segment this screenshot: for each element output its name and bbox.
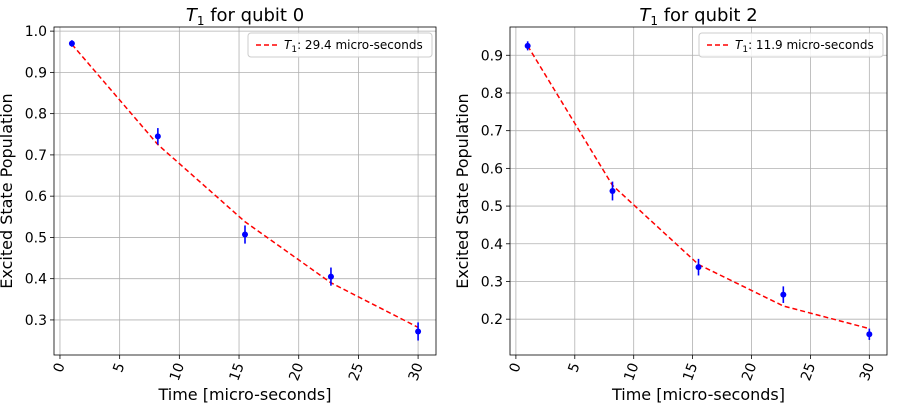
data-point — [154, 133, 161, 140]
chart-legend: T1: 29.4 micro-seconds — [247, 32, 433, 58]
legend-fit-label: T1: 11.9 micro-seconds — [735, 38, 874, 55]
title-symbol: T — [639, 5, 652, 26]
x-tick-label: 10 — [167, 361, 188, 383]
y-tick-label: 0.8 — [25, 107, 47, 123]
y-axis-label: Excited State Population — [0, 93, 16, 288]
chart-panel-qubit-0: 0 5 10 15 20 25 300.30.40.50.60.70.80.91.0 T1 … — [0, 5, 437, 404]
grid-lines — [54, 27, 436, 355]
y-tick-label: 0.6 — [481, 161, 503, 177]
y-tick-label: 0.3 — [25, 313, 47, 329]
data-point — [327, 273, 334, 280]
y-tick-label: 0.7 — [481, 124, 503, 140]
legend-box — [698, 32, 884, 58]
y-tick-label: 1.0 — [25, 24, 47, 40]
legend-symbol: T — [735, 38, 744, 52]
data-point — [415, 328, 422, 335]
title-rest: for qubit 0 — [204, 5, 304, 26]
x-tick-label: 30 — [857, 361, 878, 383]
chart-title: T1 for qubit 0 — [186, 5, 304, 28]
x-tick-label: 20 — [286, 361, 307, 383]
y-tick-label: 0.8 — [481, 86, 503, 102]
plot-frame — [509, 26, 888, 356]
data-point — [242, 231, 248, 238]
plot-frame — [53, 26, 437, 356]
y-tick-label: 0.9 — [481, 48, 503, 64]
legend-rest: : 29.4 micro-seconds — [297, 38, 423, 52]
chart-marks — [68, 40, 422, 341]
x-tick-label: 20 — [739, 361, 760, 383]
title-symbol: T — [186, 5, 199, 26]
data-point — [866, 331, 873, 338]
legend-rest: : 11.9 micro-seconds — [748, 38, 874, 52]
y-tick-label: 0.4 — [481, 237, 503, 253]
chart-marks — [524, 41, 873, 340]
legend-subscript: 1 — [291, 45, 297, 55]
data-point — [780, 291, 787, 298]
x-tick-label: 30 — [406, 361, 427, 383]
title-subscript: 1 — [197, 14, 205, 28]
data-point — [524, 42, 531, 49]
x-axis-label: Time [micro-seconds] — [611, 385, 785, 404]
fit-line — [71, 43, 419, 329]
x-tick-label: 25 — [798, 361, 819, 383]
y-axis-label: Excited State Population — [453, 93, 472, 288]
x-tick-label: 10 — [621, 361, 642, 383]
title-rest: for qubit 2 — [658, 5, 758, 26]
chart-title: T1 for qubit 2 — [639, 5, 757, 28]
chart-legend: T1: 11.9 micro-seconds — [698, 32, 884, 58]
y-tick-label: 0.9 — [25, 65, 47, 81]
grid-lines — [510, 27, 887, 355]
title-subscript: 1 — [650, 14, 658, 28]
axis-ticks: 0 5 10 15 20 25 300.30.40.50.60.70.80.91.0 — [25, 24, 427, 383]
y-tick-label: 0.4 — [25, 272, 47, 288]
data-point — [68, 40, 75, 47]
y-tick-label: 0.2 — [481, 312, 503, 328]
legend-box — [247, 32, 433, 58]
y-tick-label: 0.5 — [25, 230, 47, 246]
data-point — [609, 188, 616, 194]
y-tick-label: 0.6 — [25, 189, 47, 205]
legend-symbol: T — [284, 38, 293, 52]
legend-subscript: 1 — [742, 45, 748, 55]
x-tick-label: 15 — [680, 361, 701, 383]
y-tick-label: 0.5 — [481, 199, 503, 215]
x-tick-label: 25 — [346, 361, 367, 383]
x-axis-label: Time [micro-seconds] — [157, 385, 331, 404]
x-tick-label: 15 — [227, 361, 248, 383]
data-point — [695, 264, 702, 271]
y-tick-label: 0.3 — [481, 274, 503, 290]
y-tick-label: 0.7 — [25, 148, 47, 164]
legend-fit-label: T1: 29.4 micro-seconds — [284, 38, 423, 55]
